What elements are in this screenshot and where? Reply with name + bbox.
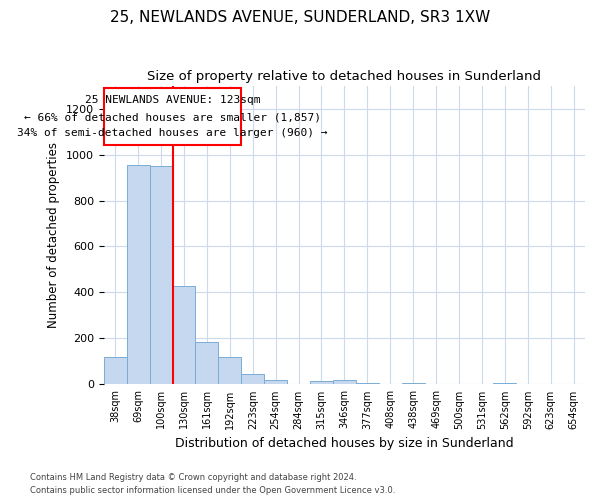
Text: ← 66% of detached houses are smaller (1,857): ← 66% of detached houses are smaller (1,…	[24, 112, 321, 122]
Bar	[173, 286, 196, 384]
Text: 25 NEWLANDS AVENUE: 123sqm: 25 NEWLANDS AVENUE: 123sqm	[85, 96, 260, 106]
Y-axis label: Number of detached properties: Number of detached properties	[47, 142, 61, 328]
Bar	[356, 382, 379, 384]
Bar	[127, 165, 149, 384]
Bar	[149, 166, 173, 384]
Bar	[196, 342, 218, 384]
Title: Size of property relative to detached houses in Sunderland: Size of property relative to detached ho…	[148, 70, 541, 83]
Text: Contains HM Land Registry data © Crown copyright and database right 2024.
Contai: Contains HM Land Registry data © Crown c…	[30, 474, 395, 495]
Text: 25, NEWLANDS AVENUE, SUNDERLAND, SR3 1XW: 25, NEWLANDS AVENUE, SUNDERLAND, SR3 1XW	[110, 10, 490, 25]
Bar	[104, 88, 241, 146]
X-axis label: Distribution of detached houses by size in Sunderland: Distribution of detached houses by size …	[175, 437, 514, 450]
Bar	[310, 381, 333, 384]
Bar	[104, 357, 127, 384]
Bar	[218, 357, 241, 384]
Text: 34% of semi-detached houses are larger (960) →: 34% of semi-detached houses are larger (…	[17, 128, 328, 138]
Bar	[493, 382, 516, 384]
Bar	[264, 380, 287, 384]
Bar	[401, 382, 425, 384]
Bar	[333, 380, 356, 384]
Bar	[241, 374, 264, 384]
